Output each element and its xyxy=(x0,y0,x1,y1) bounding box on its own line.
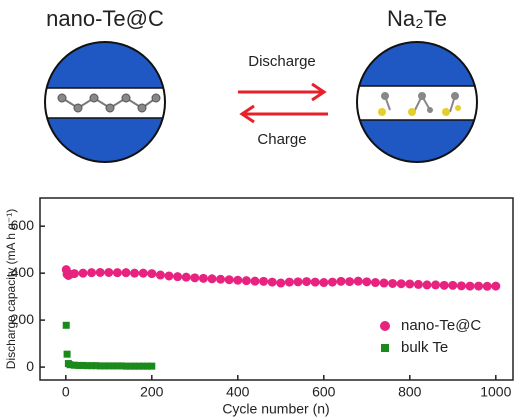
data-point xyxy=(139,362,147,370)
data-point xyxy=(138,268,148,278)
x-tick-label: 600 xyxy=(312,384,336,400)
data-point xyxy=(121,268,131,278)
plot: 0 200 400 600 800 1000 0 200 400 600 nano-Te@C bulk… xyxy=(11,217,512,400)
data-point xyxy=(101,362,108,370)
data-point xyxy=(465,281,475,291)
data-point xyxy=(224,275,234,285)
data-point xyxy=(362,277,372,287)
data-point xyxy=(96,362,104,370)
legend-marker xyxy=(381,344,389,352)
data-point xyxy=(319,278,329,288)
data-point xyxy=(148,362,156,370)
data-point xyxy=(405,279,415,289)
data-point xyxy=(310,277,320,287)
x-tick-label: 400 xyxy=(226,384,250,400)
data-point xyxy=(448,280,458,290)
data-point xyxy=(62,321,70,329)
data-point xyxy=(216,274,226,284)
data-point xyxy=(250,276,260,286)
data-point xyxy=(87,268,97,278)
data-point xyxy=(63,350,71,358)
data-point xyxy=(259,276,269,286)
data-point xyxy=(327,277,337,287)
data-point xyxy=(413,279,423,289)
data-point xyxy=(79,361,87,369)
x-axis-label: Cycle number (n) xyxy=(222,401,329,417)
left-particle xyxy=(45,42,165,162)
legend-label: nano-Te@C xyxy=(401,317,481,334)
data-point xyxy=(112,268,122,278)
right-label: Na₂Te xyxy=(387,6,447,31)
data-point xyxy=(474,281,484,291)
data-point xyxy=(198,273,208,283)
data-point xyxy=(336,276,346,286)
data-point xyxy=(293,277,303,287)
data-point xyxy=(284,277,294,287)
data-point xyxy=(75,361,83,369)
data-point xyxy=(181,272,191,282)
arrows xyxy=(238,82,328,124)
forward-label: Discharge xyxy=(248,53,316,70)
backward-label: Charge xyxy=(257,131,306,148)
data-point xyxy=(109,362,117,370)
data-point xyxy=(164,271,174,281)
data-point xyxy=(135,362,143,370)
data-point xyxy=(118,362,126,370)
data-point xyxy=(130,268,140,278)
data-point xyxy=(267,277,277,287)
data-point xyxy=(173,272,183,282)
data-point xyxy=(147,269,157,279)
data-point xyxy=(439,280,449,290)
legend-marker xyxy=(380,321,390,331)
data-point xyxy=(83,362,91,370)
data-point xyxy=(422,280,432,290)
data-point xyxy=(482,281,492,291)
data-point xyxy=(491,281,501,291)
data-point xyxy=(233,275,243,285)
data-point xyxy=(144,362,151,370)
y-tick-label: 0 xyxy=(26,358,34,374)
data-point xyxy=(70,361,78,369)
data-point xyxy=(353,276,363,286)
data-point xyxy=(104,267,114,277)
data-point xyxy=(276,278,286,288)
data-point xyxy=(456,281,466,291)
data-point xyxy=(113,362,121,370)
data-point xyxy=(190,273,200,283)
data-point xyxy=(396,279,406,289)
data-point xyxy=(131,362,139,370)
data-point xyxy=(302,277,312,287)
legend-label: bulk Te xyxy=(401,339,448,356)
y-tick-label: 400 xyxy=(11,264,35,280)
data-point xyxy=(370,278,380,288)
data-point xyxy=(379,278,389,288)
y-axis-label: Discharge capacity (mA h g⁻¹) xyxy=(4,209,18,369)
x-tick-label: 800 xyxy=(398,384,422,400)
data-point xyxy=(92,362,100,370)
data-point xyxy=(207,274,217,284)
data-point xyxy=(431,280,441,290)
data-point xyxy=(78,268,88,278)
data-point xyxy=(241,276,251,286)
data-point xyxy=(105,362,113,370)
data-point xyxy=(88,362,96,370)
data-point xyxy=(388,278,398,288)
x-tick-label: 1000 xyxy=(480,384,511,400)
plot-frame xyxy=(39,197,514,381)
x-tick-label: 200 xyxy=(140,384,164,400)
y-tick-label: 600 xyxy=(11,217,35,233)
data-point xyxy=(66,361,74,369)
data-point xyxy=(122,362,130,370)
data-point xyxy=(155,270,165,280)
x-tick-label: 0 xyxy=(62,384,70,400)
data-point xyxy=(69,269,79,279)
left-label: nano-Te@C xyxy=(46,6,164,31)
data-point xyxy=(345,277,355,287)
right-particle xyxy=(357,42,477,162)
data-point xyxy=(126,362,134,370)
data-point xyxy=(95,267,105,277)
y-tick-label: 200 xyxy=(11,311,35,327)
